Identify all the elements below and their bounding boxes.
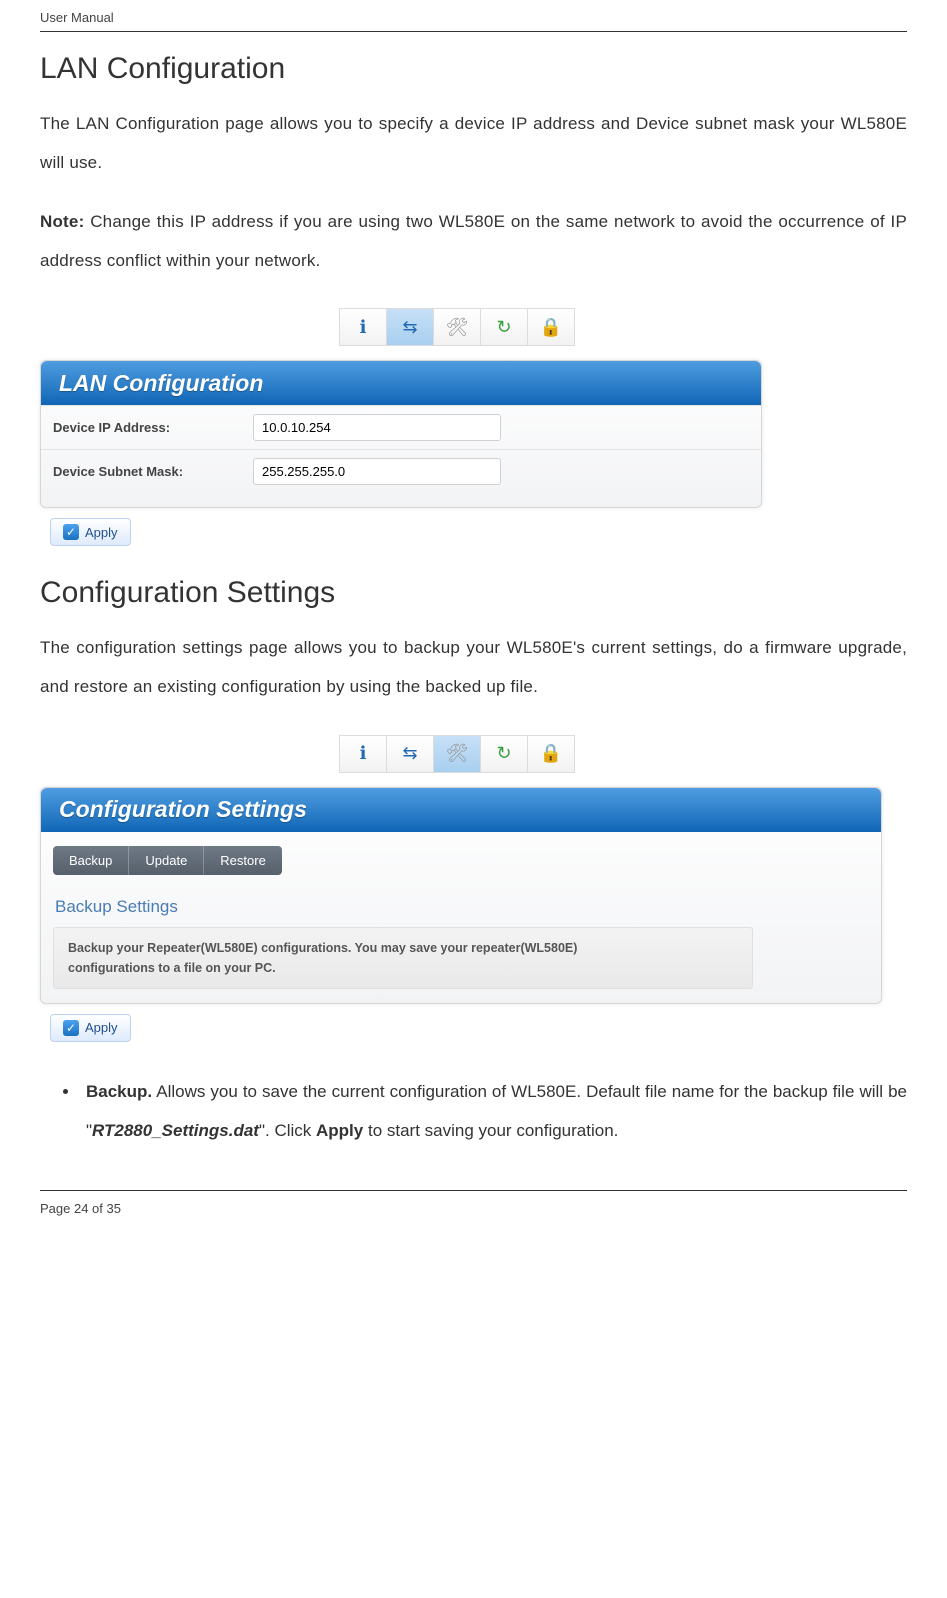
network-icon[interactable]: ⇆	[386, 735, 434, 773]
backup-desc-line1: Backup your Repeater(WL580E) configurati…	[68, 941, 577, 955]
lan-intro-paragraph: The LAN Configuration page allows you to…	[40, 104, 907, 182]
tools-icon[interactable]: 🛠	[433, 308, 481, 346]
input-subnet-mask[interactable]	[253, 458, 501, 485]
config-tab-bar: Backup Update Restore	[53, 846, 282, 875]
info-icon[interactable]: ℹ	[339, 308, 387, 346]
backup-subheading: Backup Settings	[55, 897, 881, 917]
bullet-lead: Backup.	[86, 1082, 152, 1101]
lan-config-screenshot: ℹ ⇆ 🛠 ↻ 🔒 LAN Configuration Device IP Ad…	[40, 300, 907, 546]
backup-description: Backup your Repeater(WL580E) configurati…	[53, 927, 753, 989]
label-subnet-mask: Device Subnet Mask:	[53, 464, 253, 479]
apply-button[interactable]: ✓ Apply	[50, 1014, 131, 1042]
network-icon-glyph: ⇆	[402, 317, 417, 338]
tab-update[interactable]: Update	[129, 846, 204, 875]
tab-backup[interactable]: Backup	[53, 846, 129, 875]
tools-icon[interactable]: 🛠	[433, 735, 481, 773]
section-config-title: Configuration Settings	[40, 576, 907, 610]
config-intro-paragraph: The configuration settings page allows y…	[40, 628, 907, 706]
info-icon-glyph: ℹ	[360, 743, 367, 764]
security-icon-glyph: 🔒	[540, 743, 562, 764]
bullet-body-2: ". Click	[259, 1121, 316, 1140]
refresh-icon[interactable]: ↻	[480, 308, 528, 346]
network-icon[interactable]: ⇆	[386, 308, 434, 346]
security-icon[interactable]: 🔒	[527, 735, 575, 773]
backup-desc-line2: configurations to a file on your PC.	[68, 961, 276, 975]
tools-icon-glyph: 🛠	[446, 317, 469, 338]
note-body: Change this IP address if you are using …	[40, 212, 907, 270]
lan-config-panel: LAN Configuration Device IP Address: Dev…	[40, 360, 762, 508]
config-settings-panel: Configuration Settings Backup Update Res…	[40, 787, 882, 1004]
config-settings-screenshot: ℹ ⇆ 🛠 ↻ 🔒 Configuration Settings Backup …	[40, 727, 907, 1042]
lan-note-paragraph: Note: Change this IP address if you are …	[40, 202, 907, 280]
apply-button[interactable]: ✓ Apply	[50, 518, 131, 546]
check-icon: ✓	[63, 1020, 79, 1036]
info-icon[interactable]: ℹ	[339, 735, 387, 773]
network-icon-glyph: ⇆	[402, 743, 417, 764]
doc-footer: Page 24 of 35	[40, 1190, 907, 1216]
tab-restore[interactable]: Restore	[204, 846, 282, 875]
bullet-body-3: to start saving your configuration.	[363, 1121, 618, 1140]
backup-bullet-item: Backup. Allows you to save the current c…	[80, 1072, 907, 1150]
refresh-icon-glyph: ↻	[496, 743, 511, 764]
top-icon-strip-1: ℹ ⇆ 🛠 ↻ 🔒	[40, 300, 907, 354]
bullet-filename: RT2880_Settings.dat	[92, 1121, 259, 1140]
refresh-icon-glyph: ↻	[496, 317, 511, 338]
bullet-apply-word: Apply	[316, 1121, 363, 1140]
top-icon-strip-2: ℹ ⇆ 🛠 ↻ 🔒	[40, 727, 907, 781]
doc-header: User Manual	[40, 10, 907, 32]
check-icon: ✓	[63, 524, 79, 540]
section-lan-title: LAN Configuration	[40, 52, 907, 86]
row-subnet-mask: Device Subnet Mask:	[41, 449, 761, 493]
security-icon-glyph: 🔒	[540, 317, 562, 338]
info-icon-glyph: ℹ	[360, 317, 367, 338]
security-icon[interactable]: 🔒	[527, 308, 575, 346]
lan-panel-header: LAN Configuration	[41, 361, 761, 405]
input-ip-address[interactable]	[253, 414, 501, 441]
apply-button-label: Apply	[85, 1020, 118, 1035]
tools-icon-glyph: 🛠	[446, 743, 469, 764]
row-ip-address: Device IP Address:	[41, 405, 761, 449]
apply-button-label: Apply	[85, 525, 118, 540]
config-panel-header: Configuration Settings	[41, 788, 881, 832]
backup-bullet-list: Backup. Allows you to save the current c…	[80, 1072, 907, 1150]
refresh-icon[interactable]: ↻	[480, 735, 528, 773]
note-label: Note:	[40, 212, 84, 231]
label-ip-address: Device IP Address:	[53, 420, 253, 435]
